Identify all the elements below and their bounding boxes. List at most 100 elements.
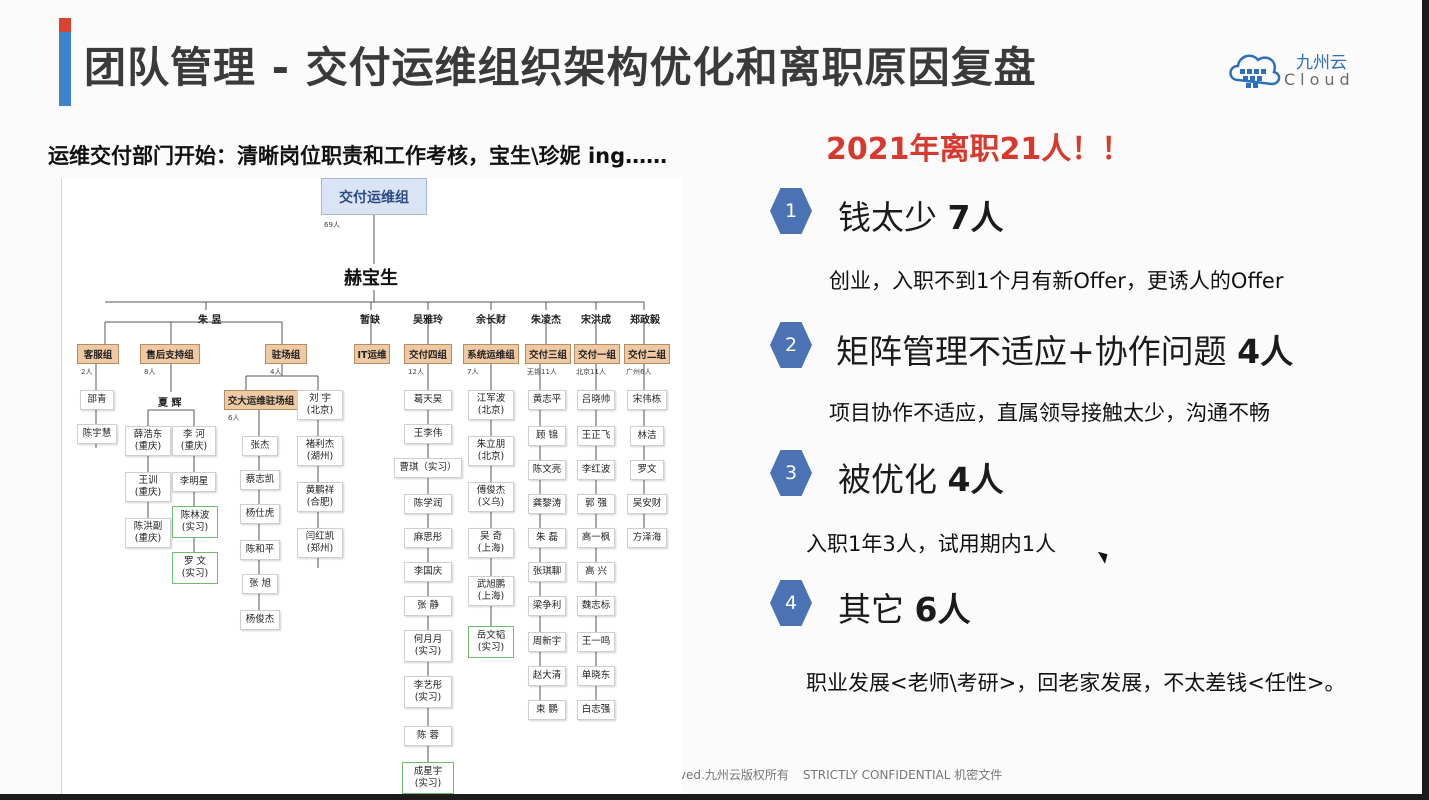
reason-1-detail: 创业，入职不到1个月有新Offer，更诱人的Offer (829, 269, 1284, 293)
reason-3-count: 4人 (947, 460, 1004, 499)
member-box: 李国庆 (404, 562, 452, 582)
member-box: 陈学润 (404, 494, 452, 514)
sub-lead-name: 夏 辉 (158, 398, 182, 409)
member-box: 黄志平 (528, 390, 566, 410)
accent-bar-top (59, 18, 71, 32)
reason-1-count: 7人 (947, 198, 1004, 237)
reason-3-badge: 3 (770, 450, 812, 496)
group-box: 交付四组 (404, 344, 452, 364)
company-logo: 九州云 Cloud (1226, 44, 1366, 96)
group-count: 6人 (228, 414, 240, 422)
org-root-count: 69人 (324, 221, 340, 229)
member-box: 周新宇 (528, 632, 566, 652)
member-box: 单晓东 (577, 666, 615, 686)
reason-2-count: 4人 (1237, 332, 1294, 371)
member-box: 傅俊杰 (义乌) (468, 482, 514, 512)
member-box: 杨仕虎 (240, 504, 280, 524)
slide-footer: rved.九州云版权所有 STRICTLY CONFIDENTIAL 机密文件 (674, 766, 1002, 783)
member-box: 白志强 (577, 700, 615, 720)
member-box: 张 旭 (242, 574, 278, 594)
footer-confidential: STRICTLY CONFIDENTIAL 机密文件 (802, 768, 1003, 782)
group-count: 无锡11人 (527, 368, 557, 376)
group-count: 8人 (144, 368, 156, 376)
member-box: 陈宇慧 (77, 424, 117, 444)
lead-name: 朱凌杰 (531, 315, 561, 326)
member-box: 武旭鹏 (上海) (468, 576, 514, 606)
member-box: 薛浩东 (重庆) (125, 426, 171, 456)
group-count: 2人 (81, 368, 93, 376)
member-box: 朱 磊 (528, 528, 566, 548)
member-box: 黄鹏祥 (合肥) (297, 482, 343, 512)
reason-1-title-text: 钱太少 (838, 198, 937, 237)
accent-bar (59, 18, 71, 106)
slide-subtitle: 运维交付部门开始：清晰岗位职责和工作考核，宝生\珍妮 ing…… (48, 144, 668, 168)
group-box: 交付一组 (574, 344, 620, 364)
member-box: 赵大清 (528, 666, 566, 686)
member-box: 张琪聊 (528, 562, 566, 582)
member-box: 束 鹏 (528, 700, 566, 720)
member-box: 岳文韬 (实习) (468, 626, 514, 658)
cloud-logo-icon (1229, 54, 1281, 88)
reason-4-detail: 职业发展<老师\考研>，回老家发展，不太差钱<任性>。 (806, 671, 1346, 695)
lead-name: 朱 昱 (198, 315, 222, 326)
reason-2-detail: 项目协作不适应，直属领导接触太少，沟通不畅 (829, 401, 1270, 425)
group-count: 北京11人 (576, 368, 606, 376)
member-box: 王一鸣 (577, 632, 615, 652)
member-box: 张 静 (404, 596, 452, 616)
member-box: 陈洪副 (重庆) (125, 518, 171, 548)
slide-title: 团队管理 - 交付运维组织架构优化和离职原因复盘 (84, 43, 1037, 92)
member-box: 闫红凯 (郑州) (297, 528, 343, 558)
member-box: 吕晓帅 (577, 390, 615, 410)
group-box: 系统运维组 (463, 344, 519, 364)
member-box: 王正飞 (577, 426, 615, 446)
member-box: 高 兴 (577, 562, 615, 582)
group-box: 交大运维驻场组 (224, 390, 298, 410)
member-box: 葛天昊 (404, 390, 452, 410)
reason-4-count: 6人 (914, 590, 971, 629)
member-box: 刘 宇 (北京) (297, 390, 343, 420)
logo-text-cn: 九州云 (1296, 53, 1347, 73)
member-box: 郭 强 (577, 494, 615, 514)
member-box: 顾 锦 (528, 426, 566, 446)
lead-name: 宋洪成 (581, 315, 611, 326)
reason-3-title-text: 被优化 (838, 460, 937, 499)
lead-name: 郑政毅 (630, 315, 660, 326)
org-root-box: 交付运维组 (321, 178, 427, 215)
member-box: 梁争利 (528, 596, 566, 616)
group-box: 交付三组 (525, 344, 571, 364)
member-box: 江军波 (北京) (468, 390, 514, 420)
group-box: IT运维 (354, 344, 390, 364)
reason-3-detail: 入职1年3人，试用期内1人 (806, 532, 1057, 556)
member-box: 陈文亮 (528, 460, 566, 480)
member-box: 朱立朋 (北京) (468, 436, 514, 466)
member-box: 杨俊杰 (240, 610, 280, 630)
member-box: 吴安财 (627, 494, 667, 514)
member-box: 李 河 (重庆) (172, 426, 216, 456)
reason-2-badge: 2 (770, 322, 812, 368)
member-box: 李红波 (577, 460, 615, 480)
member-box: 方泽海 (627, 528, 667, 548)
member-box: 宋伟栋 (627, 390, 667, 410)
reason-1-title: 钱太少 7人 (838, 191, 1003, 239)
group-count: 7人 (467, 368, 479, 376)
group-count: 广州6人 (626, 368, 652, 376)
member-box: 邵青 (80, 390, 114, 410)
lead-name: 吴雅玲 (413, 315, 443, 326)
member-box: 林洁 (630, 426, 664, 446)
member-box: 罗文 (630, 460, 664, 480)
logo-text-en: Cloud (1284, 70, 1355, 89)
member-box: 李明星 (172, 472, 216, 492)
reason-1-badge: 1 (770, 188, 812, 234)
member-box: 张杰 (242, 436, 278, 456)
member-box: 罗 文 (实习) (172, 552, 218, 584)
group-count: 4人 (270, 368, 282, 376)
member-box: 吴 奇 (上海) (468, 528, 514, 558)
reason-2-title: 矩阵管理不适应+协作问题 4人 (836, 325, 1293, 373)
member-box: 麻思彤 (404, 528, 452, 548)
member-box: 陈 蓉 (404, 726, 452, 746)
lead-name: 余长财 (476, 315, 506, 326)
member-box: 龚黎涛 (528, 494, 566, 514)
member-box: 成星宇 (实习) (402, 762, 454, 794)
member-box: 高一枫 (577, 528, 615, 548)
